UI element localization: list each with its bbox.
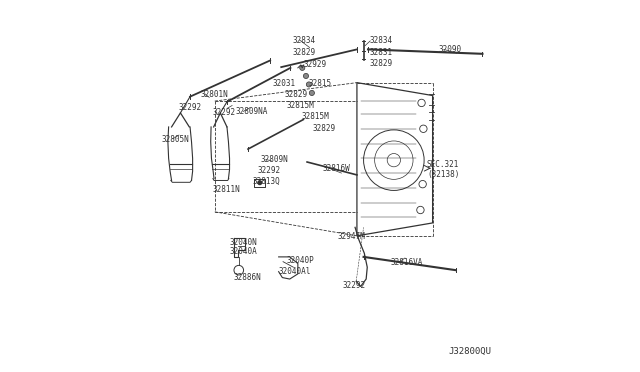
Text: (32138): (32138) — [427, 170, 460, 179]
Circle shape — [309, 90, 314, 96]
Text: SEC.321: SEC.321 — [426, 160, 459, 169]
Circle shape — [258, 181, 262, 185]
Text: 32040N: 32040N — [230, 238, 257, 247]
Circle shape — [303, 73, 308, 78]
Text: 32886N: 32886N — [233, 273, 261, 282]
Text: 32829: 32829 — [285, 90, 308, 99]
Text: 32829: 32829 — [312, 124, 336, 133]
Text: 32040A: 32040A — [230, 247, 257, 256]
Text: 32040Al: 32040Al — [278, 267, 311, 276]
Text: 32815: 32815 — [309, 79, 332, 88]
Text: 32815M: 32815M — [286, 101, 314, 110]
Text: 32801N: 32801N — [200, 90, 228, 99]
Text: 32090: 32090 — [438, 45, 461, 54]
Text: 32816W: 32816W — [323, 164, 351, 173]
Text: 32829: 32829 — [292, 48, 316, 57]
Text: 32815M: 32815M — [301, 112, 330, 121]
Text: 32809N: 32809N — [260, 155, 288, 164]
Text: 32947M: 32947M — [338, 232, 365, 241]
Text: 32292: 32292 — [213, 108, 236, 117]
Text: 32834: 32834 — [370, 36, 393, 45]
Text: 32805N: 32805N — [162, 135, 189, 144]
Text: 32816VA: 32816VA — [391, 258, 423, 267]
Circle shape — [307, 82, 312, 87]
Circle shape — [300, 65, 305, 70]
Text: 32031: 32031 — [272, 79, 295, 88]
Text: 32811N: 32811N — [212, 185, 240, 194]
Text: 32292: 32292 — [258, 166, 281, 175]
Text: 32809NA: 32809NA — [236, 107, 268, 116]
Text: J32800QU: J32800QU — [449, 347, 492, 356]
Text: 32813Q: 32813Q — [253, 177, 280, 186]
Text: 32834: 32834 — [292, 36, 316, 45]
Text: 32829: 32829 — [370, 59, 393, 68]
Text: 32929: 32929 — [303, 60, 326, 70]
Text: 32040P: 32040P — [286, 256, 314, 265]
Text: 32292: 32292 — [179, 103, 202, 112]
Text: 32292: 32292 — [343, 281, 366, 290]
Text: 32831: 32831 — [370, 48, 393, 57]
